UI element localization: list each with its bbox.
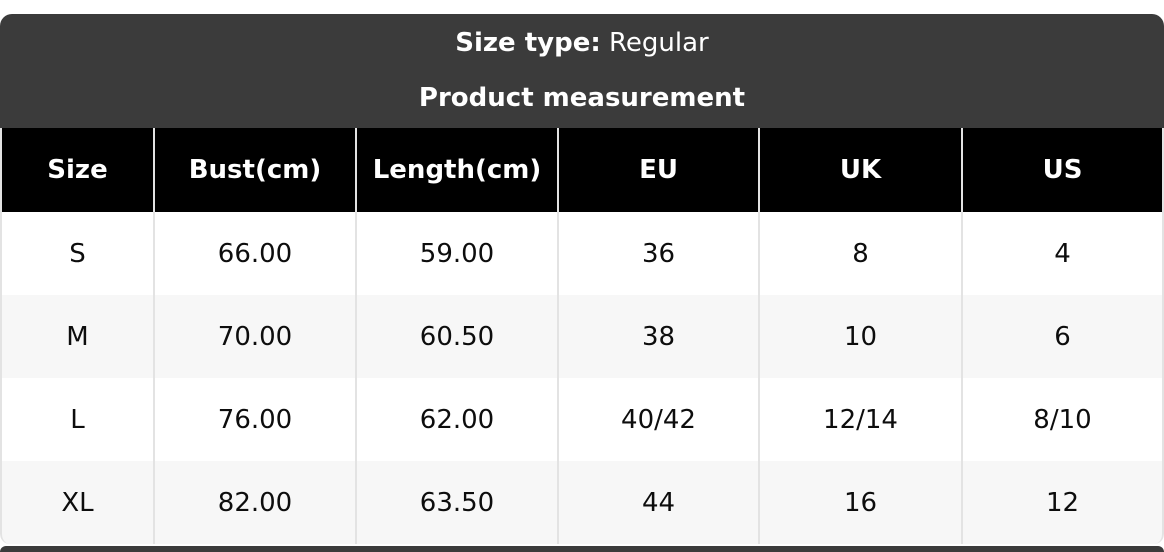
size-type-line: Size type: Regular	[455, 28, 708, 59]
column-header-uk: UK	[758, 128, 961, 212]
table-cell: 60.50	[355, 295, 557, 378]
table-cell: M	[0, 295, 153, 378]
table-cell: 70.00	[153, 295, 355, 378]
table-cell: 36	[557, 212, 758, 295]
table-cell: 12	[961, 461, 1164, 544]
table-cell: S	[0, 212, 153, 295]
table-cell: L	[0, 378, 153, 461]
table-header-row: Size Bust(cm) Length(cm) EU UK US	[0, 128, 1164, 212]
table-row: S 66.00 59.00 36 8 4	[0, 212, 1164, 295]
size-type-label: Size type:	[455, 27, 601, 58]
table-cell: 44	[557, 461, 758, 544]
size-measurement-table: Size Bust(cm) Length(cm) EU UK US S 66.00…	[0, 128, 1164, 544]
table-cell: 10	[758, 295, 961, 378]
table-cell: 4	[961, 212, 1164, 295]
table-cell: 63.50	[355, 461, 557, 544]
column-header-us: US	[961, 128, 1164, 212]
table-row: L 76.00 62.00 40/42 12/14 8/10	[0, 378, 1164, 461]
table-cell: 8	[758, 212, 961, 295]
size-type-value: Regular	[609, 27, 709, 58]
table-cell: 62.00	[355, 378, 557, 461]
table-cell: 66.00	[153, 212, 355, 295]
table-row: M 70.00 60.50 38 10 6	[0, 295, 1164, 378]
next-section-band	[0, 546, 1164, 552]
table-row: XL 82.00 63.50 44 16 12	[0, 461, 1164, 544]
product-measurement-title: Product measurement	[418, 83, 746, 113]
table-cell: 40/42	[557, 378, 758, 461]
table-cell: 82.00	[153, 461, 355, 544]
size-chart-header-band: Size type: Regular Product measurement	[0, 14, 1164, 128]
table-cell: 38	[557, 295, 758, 378]
table-cell: 8/10	[961, 378, 1164, 461]
size-chart-panel: Size type: Regular Product measurement S…	[0, 14, 1164, 546]
column-header-bust: Bust(cm)	[153, 128, 355, 212]
table-cell: 12/14	[758, 378, 961, 461]
column-header-eu: EU	[557, 128, 758, 212]
table-cell: 16	[758, 461, 961, 544]
table-cell: 76.00	[153, 378, 355, 461]
table-cell: XL	[0, 461, 153, 544]
column-header-length: Length(cm)	[355, 128, 557, 212]
table-body: S 66.00 59.00 36 8 4 M 70.00 60.50 38 10 6 L 76.00 62.…	[0, 212, 1164, 544]
column-header-size: Size	[0, 128, 153, 212]
table-cell: 6	[961, 295, 1164, 378]
table-cell: 59.00	[355, 212, 557, 295]
